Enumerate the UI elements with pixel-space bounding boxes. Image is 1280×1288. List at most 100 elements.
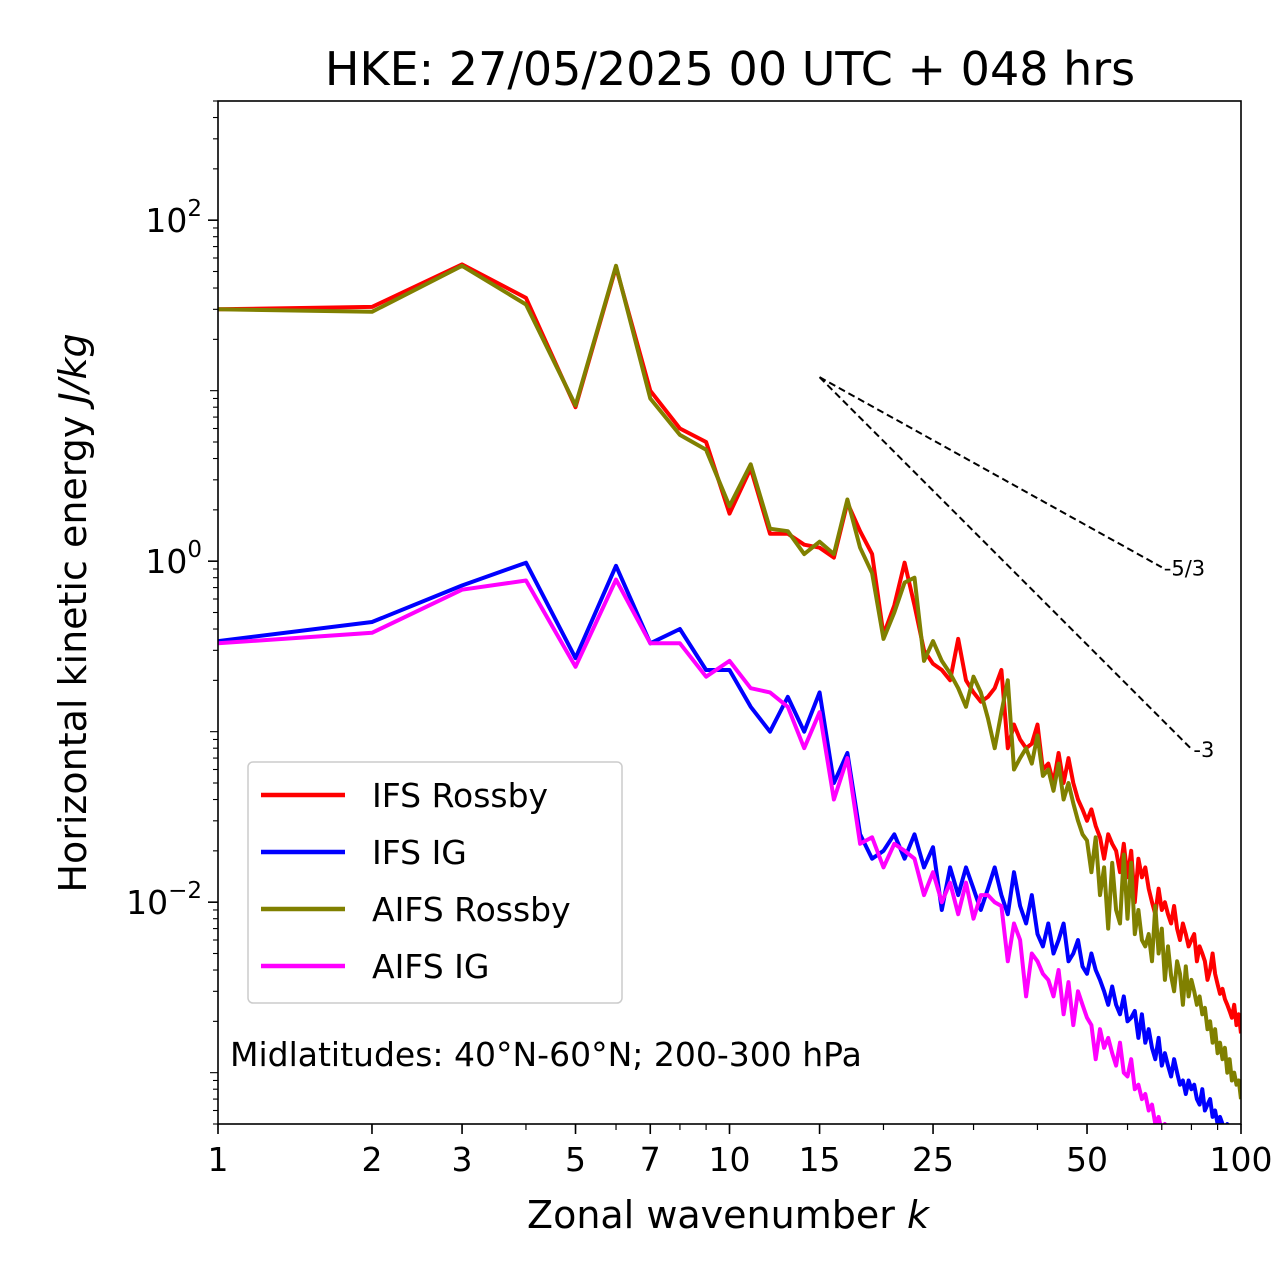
data-point [893,843,895,845]
data-point [941,901,943,903]
data-point [1103,1047,1105,1049]
data-point [1058,763,1060,765]
data-point [1000,711,1003,713]
data-point [1111,843,1113,845]
data-point [574,657,577,659]
x-tick-label: 3 [452,1140,473,1179]
data-point [1144,1093,1146,1095]
data-point [1077,820,1079,822]
data-point [1185,965,1187,968]
data-point [1164,979,1166,981]
data-point [904,581,906,584]
data-point [1173,990,1175,992]
data-point [679,427,681,430]
data-point [1199,995,1201,998]
data-point [1031,763,1033,765]
data-point [1193,933,1195,935]
data-point [1141,939,1143,941]
data-point [525,303,527,306]
data-point [859,547,861,549]
data-point [949,866,951,869]
data-point [1007,747,1009,749]
data-point [965,866,967,869]
data-point [1019,738,1021,741]
data-point [1107,833,1109,835]
data-point [994,687,996,689]
data-point [965,679,967,681]
data-point [1036,960,1039,962]
data-point [957,894,959,896]
data-point [1058,969,1060,971]
data-point [1185,1093,1187,1095]
x-axis: 1 2 3 5 7 10 15 25 50 100 [208,1124,1273,1179]
region-annotation: Midlatitudes: 40°N-60°N; 200-300 hPa [230,1035,862,1074]
data-point [1151,960,1153,962]
legend-label: IFS IG [372,833,467,872]
data-point [769,731,771,733]
data-point [1025,747,1027,749]
data-point [1081,833,1084,835]
data-point [1067,981,1070,983]
data-point [1206,1028,1209,1030]
data-point [1214,973,1216,975]
data-point [1111,862,1113,864]
reference-slope-label-0: -5/3 [1164,556,1205,580]
data-point [1107,1004,1109,1006]
data-point [1161,909,1163,911]
data-point [1238,1013,1240,1015]
data-point [1031,894,1033,896]
x-tick-label: 100 [1210,1140,1273,1179]
legend-box [247,761,623,1004]
data-point [871,572,873,574]
data-point [1226,1072,1228,1074]
data-point [1115,909,1117,911]
data-point [1063,798,1065,801]
x-tick-label: 50 [1066,1140,1108,1179]
data-point [871,858,873,860]
data-point [1141,1098,1143,1100]
data-point [525,579,527,582]
data-point [882,850,885,852]
data-point [833,798,835,801]
data-point [1214,1028,1216,1030]
data-point [1086,973,1088,975]
x-tick-label: 25 [912,1140,954,1179]
data-point [750,706,752,708]
x-tick-label: 2 [361,1140,382,1179]
data-point [932,846,934,848]
data-point [1063,1013,1065,1015]
y-tick-label: 100 [145,537,202,581]
data-point [1238,1079,1240,1082]
data-point [1177,1144,1178,1145]
data-point [1235,1024,1238,1026]
data-point [728,669,731,671]
data-point [941,660,943,662]
data-point [705,669,707,671]
data-point [871,553,873,555]
data-point [949,679,951,681]
reference-slope-label-1: -3 [1193,738,1214,762]
data-point [1144,1042,1146,1044]
data-point [1164,1052,1166,1054]
data-point [371,311,373,313]
data-point [1199,945,1201,948]
data-point [1221,1058,1224,1060]
data-point [1224,1131,1225,1132]
data-point [1063,922,1065,925]
data-point [1179,939,1181,941]
data-point [705,441,707,443]
data-point [1107,1037,1109,1039]
data-point [705,449,707,451]
data-point [1151,1047,1153,1049]
data-point [1188,945,1190,948]
y-axis-label-unit: J/kg [51,333,95,410]
data-point [371,306,373,308]
data-point [1000,669,1003,671]
data-point [705,676,707,678]
data-point [904,562,906,564]
data-point [1154,1058,1156,1060]
data-point [1161,1065,1163,1067]
data-point [994,866,996,869]
data-point [994,901,996,903]
data-point [679,642,681,644]
